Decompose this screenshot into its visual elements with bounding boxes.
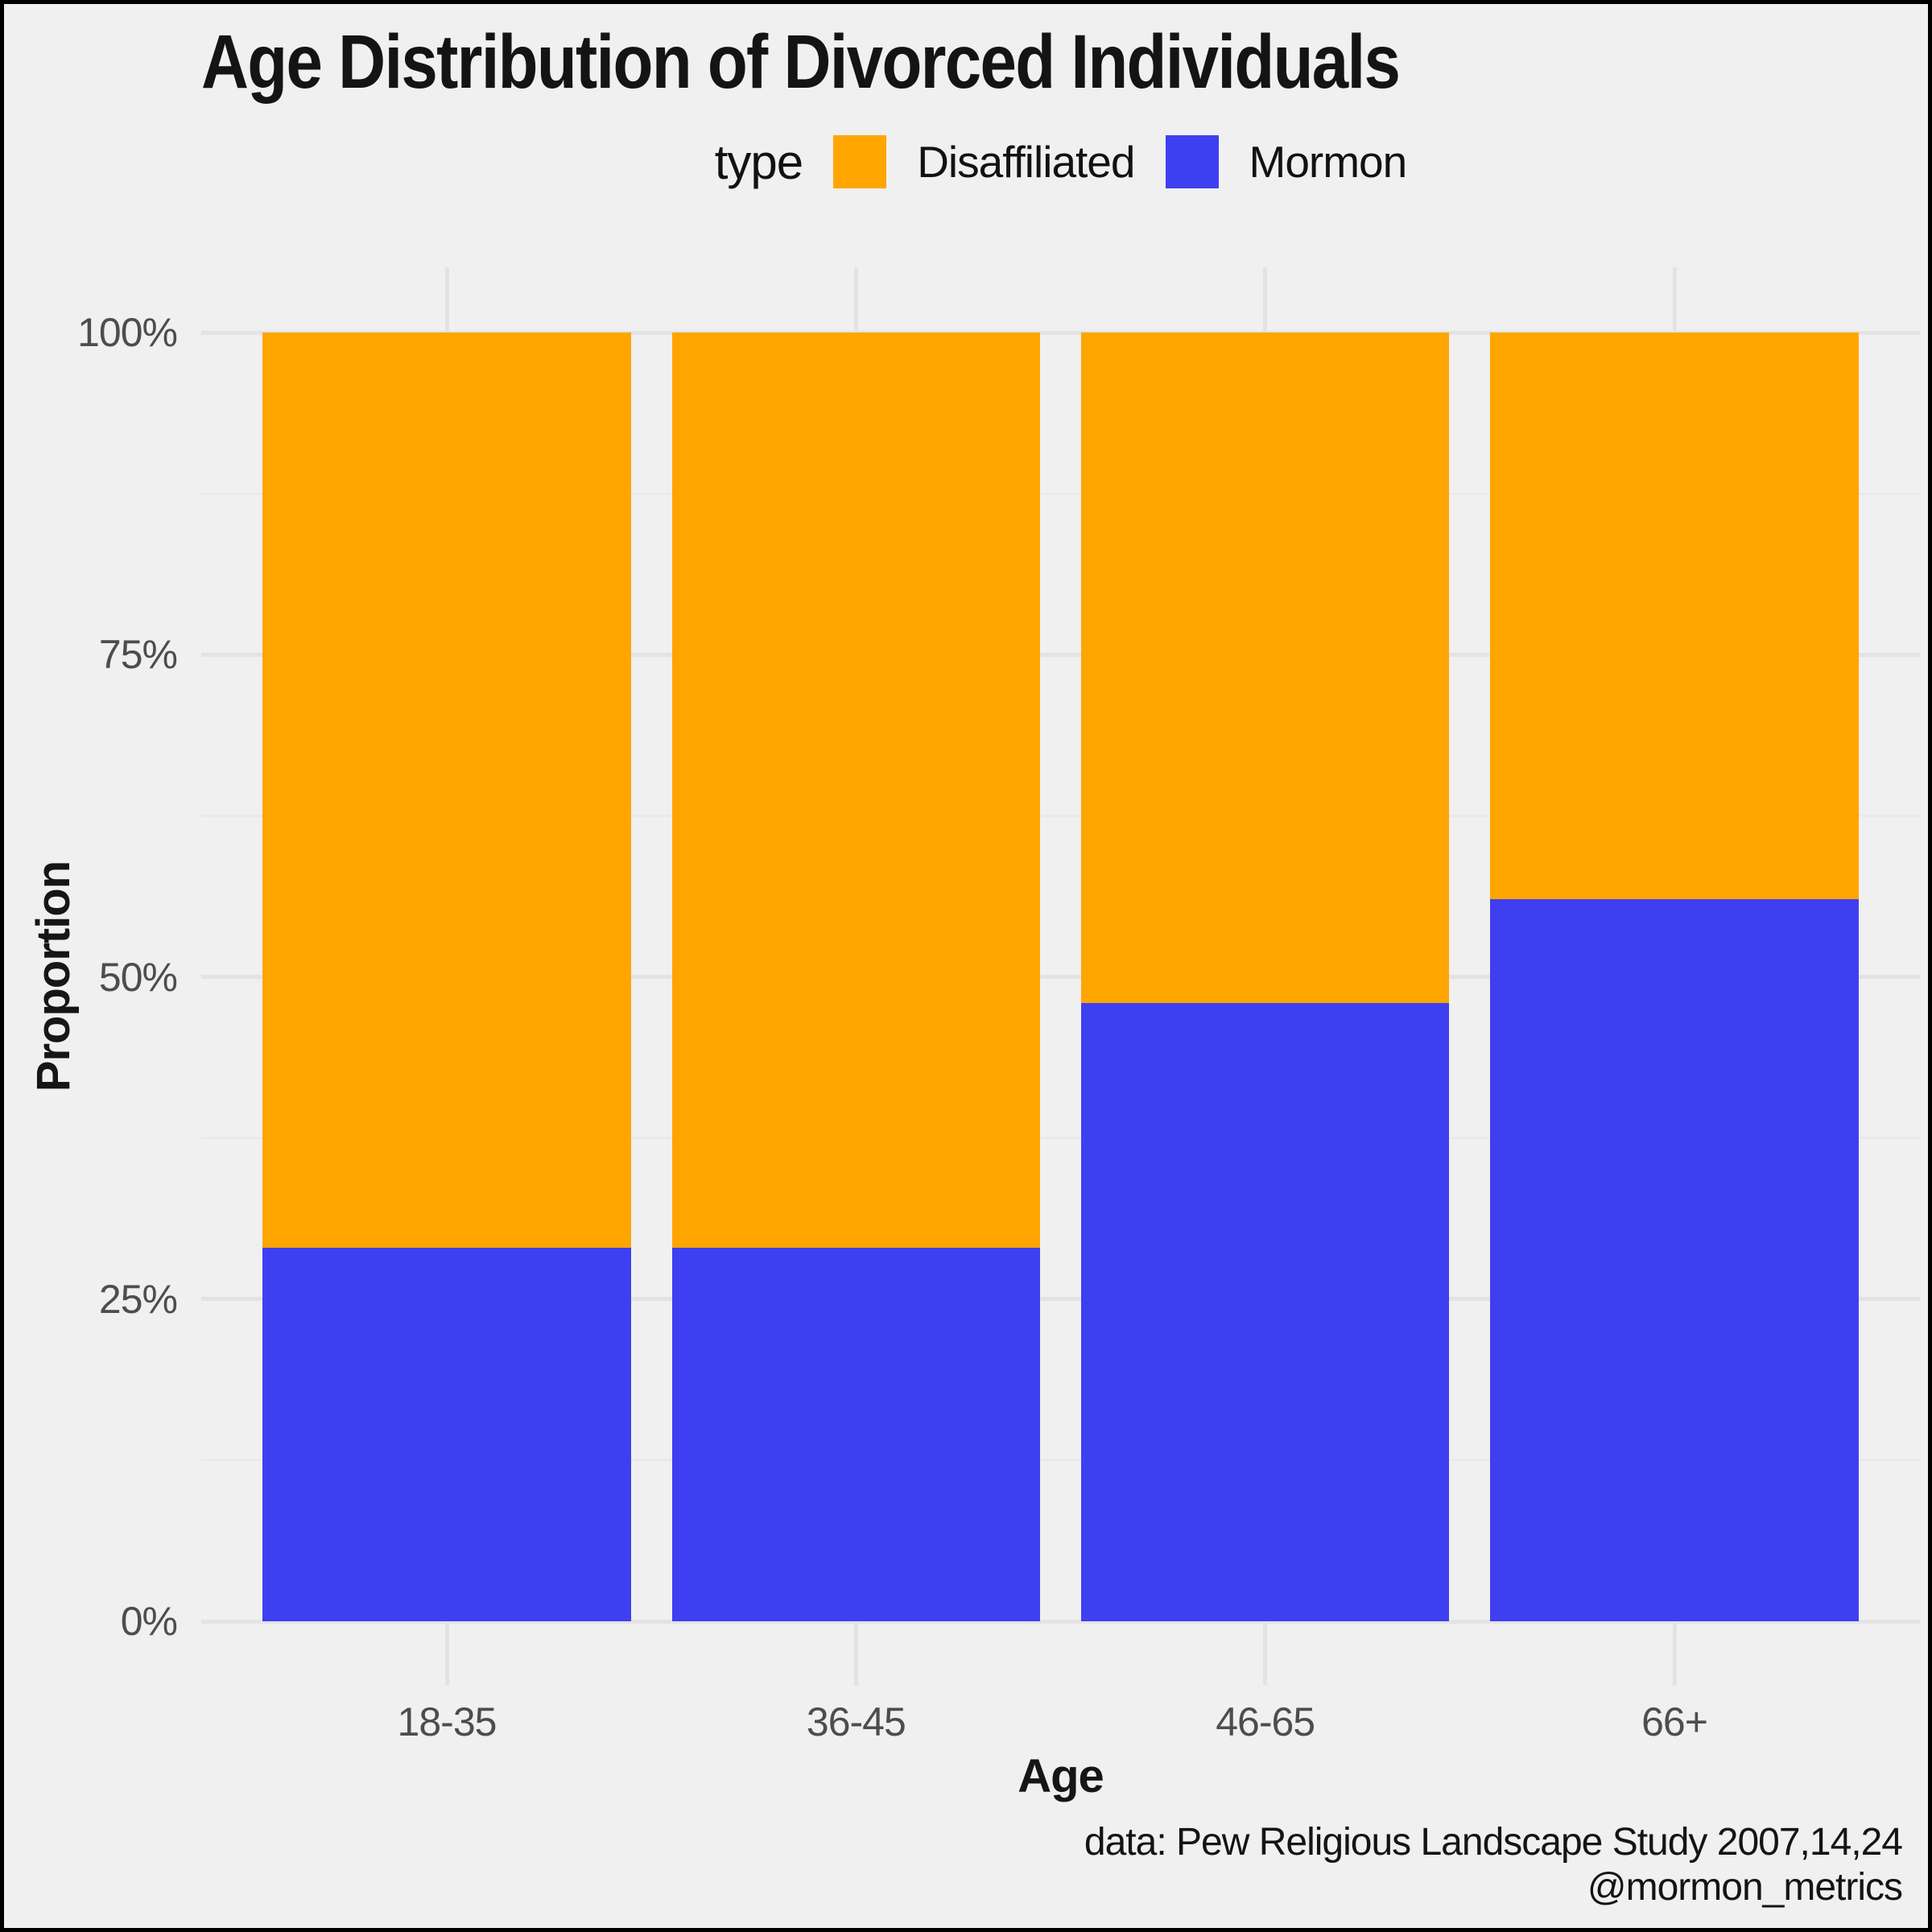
x-axis-title: Age — [1018, 1750, 1104, 1802]
legend-item-mormon: Mormon — [1165, 135, 1408, 188]
segment-disaffiliated-18-35 — [262, 332, 631, 1248]
bar-36-45 — [671, 332, 1041, 1621]
chart-title: Age Distribution of Divorced Individuals — [201, 19, 1401, 105]
legend-item-disaffiliated: Disaffiliated — [833, 135, 1136, 188]
caption-line-1: data: Pew Religious Landscape Study 2007… — [1084, 1821, 1903, 1864]
y-tick-label-100: 100% — [77, 310, 178, 355]
y-major-gridline — [201, 975, 1920, 979]
legend-title: type — [714, 134, 803, 189]
x-tick-label-18-35: 18-35 — [397, 1699, 497, 1744]
legend-label-disaffiliated: Disaffiliated — [917, 137, 1135, 187]
segment-disaffiliated-36-45 — [671, 332, 1041, 1248]
bar-46-65 — [1080, 332, 1450, 1621]
y-tick-label-25: 25% — [98, 1276, 178, 1322]
bar-66+ — [1490, 332, 1859, 1621]
y-minor-gridline — [201, 492, 1920, 495]
segment-mormon-46-65 — [1080, 1002, 1450, 1621]
x-tick-label-46-65: 46-65 — [1216, 1699, 1315, 1744]
legend: type Disaffiliated Mormon — [201, 131, 1920, 192]
x-tick-label-66+: 66+ — [1641, 1699, 1708, 1744]
segment-disaffiliated-66+ — [1490, 332, 1859, 900]
segment-disaffiliated-46-65 — [1080, 332, 1450, 1003]
y-tick-label-0: 0% — [120, 1599, 178, 1644]
y-tick-label-75: 75% — [98, 632, 178, 678]
legend-swatch-mormon-icon — [1165, 135, 1219, 188]
y-major-gridline — [201, 330, 1920, 335]
caption: data: Pew Religious Landscape Study 2007… — [1084, 1820, 1903, 1909]
bar-18-35 — [262, 332, 631, 1621]
y-major-gridline — [201, 1619, 1920, 1624]
y-major-gridline — [201, 1297, 1920, 1302]
y-major-gridline — [201, 652, 1920, 657]
legend-swatch-disaffiliated-icon — [833, 135, 887, 188]
plot-panel — [201, 267, 1920, 1686]
segment-mormon-18-35 — [262, 1247, 631, 1621]
legend-label-mormon: Mormon — [1249, 137, 1408, 187]
x-tick-label-36-45: 36-45 — [806, 1699, 906, 1744]
y-minor-gridline — [201, 1459, 1920, 1462]
y-tick-label-50: 50% — [98, 954, 178, 1000]
segment-mormon-36-45 — [671, 1247, 1041, 1621]
y-minor-gridline — [201, 814, 1920, 817]
caption-line-2: @mormon_metrics — [1587, 1865, 1903, 1909]
y-minor-gridline — [201, 1137, 1920, 1140]
segment-mormon-66+ — [1490, 899, 1859, 1621]
